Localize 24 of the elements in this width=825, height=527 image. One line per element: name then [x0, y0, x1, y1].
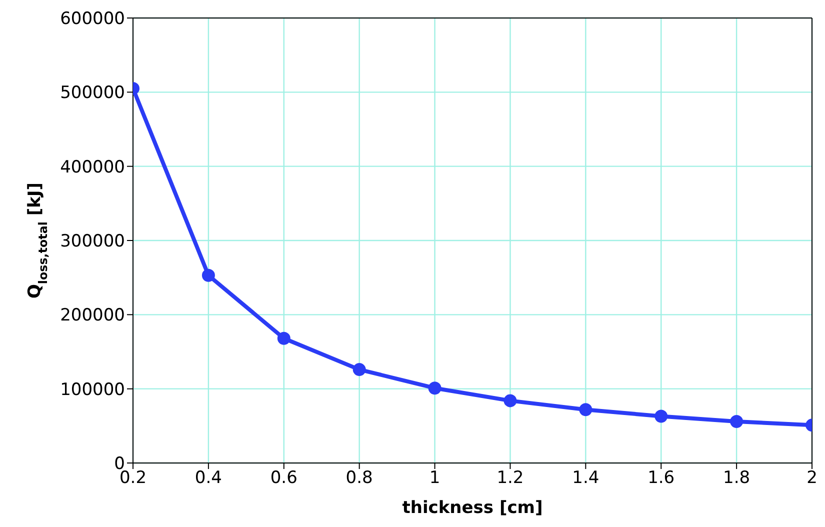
point	[352, 363, 366, 376]
y-tick-label: 300000	[60, 232, 125, 252]
point	[202, 268, 215, 282]
x-tick-label: 0.4	[194, 468, 222, 488]
y-tick-label: 500000	[60, 83, 125, 104]
point	[579, 403, 592, 416]
point	[277, 332, 290, 345]
x-tick-label: 1.2	[496, 468, 524, 488]
x-tick-label: 1	[429, 468, 440, 488]
x-tick-label: 2	[806, 468, 818, 488]
y-tick-label: 200000	[60, 306, 125, 326]
x-axis-title: thickness [cm]	[402, 498, 543, 518]
x-tick-label: 1.6	[648, 468, 675, 488]
x-tick-label: 0.6	[270, 468, 298, 488]
x-tick-label: 1.4	[572, 468, 600, 488]
y-tick-label: 400000	[60, 157, 125, 178]
point	[654, 410, 668, 423]
x-tick-label: 0.8	[346, 468, 373, 488]
x-tick-label: 1.8	[723, 468, 750, 488]
point	[504, 394, 517, 408]
y-tick-label: 600000	[60, 9, 125, 30]
point	[428, 382, 442, 395]
point	[730, 414, 744, 428]
y-tick-label: 100000	[60, 380, 125, 400]
